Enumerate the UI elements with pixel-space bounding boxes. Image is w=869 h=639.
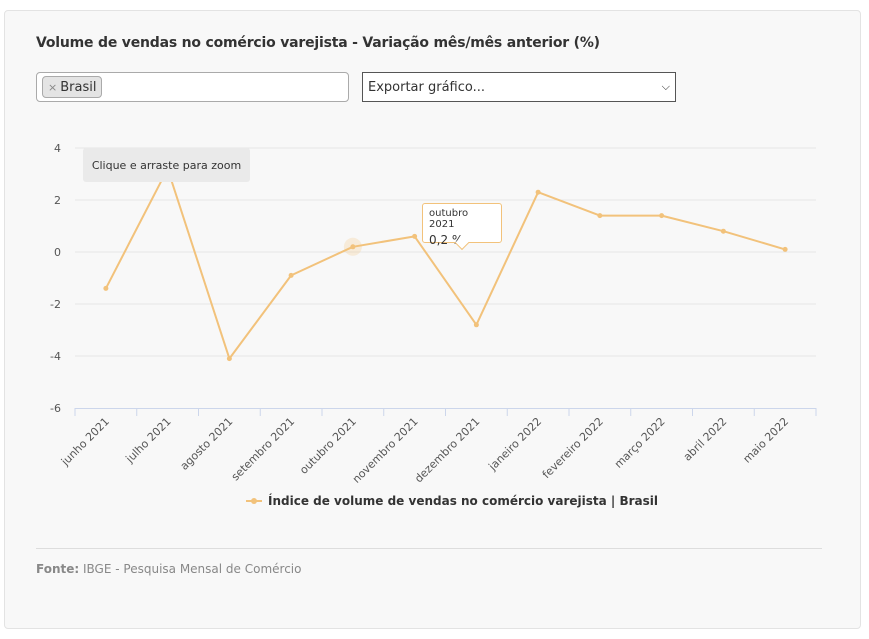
source-text: IBGE - Pesquisa Mensal de Comércio	[83, 562, 302, 576]
data-point	[720, 228, 726, 234]
region-chip-label: Brasil	[60, 79, 97, 95]
data-point	[782, 246, 788, 252]
tooltip-value: 0,2 %	[429, 233, 464, 247]
remove-chip-icon[interactable]: ×	[48, 80, 58, 94]
x-tick-label: fevereiro 2022	[540, 415, 606, 481]
x-tick-label: setembro 2021	[229, 415, 297, 483]
y-tick-label: -4	[50, 350, 61, 363]
source-note: Fonte: IBGE - Pesquisa Mensal de Comérci…	[36, 562, 301, 576]
data-point	[412, 233, 418, 239]
x-tick-label: agosto 2021	[178, 415, 236, 473]
legend-line-marker	[246, 498, 262, 504]
data-point	[597, 213, 603, 219]
series-line	[104, 167, 786, 360]
data-point	[350, 244, 356, 250]
tooltip-category: outubro 2021	[429, 208, 469, 230]
data-point	[473, 322, 479, 328]
data-point	[103, 285, 109, 291]
x-tick-label: julho 2021	[123, 415, 174, 466]
footer-divider	[36, 548, 822, 549]
x-tick-label: abril 2022	[681, 415, 730, 464]
data-point	[288, 272, 294, 278]
region-chip: × Brasil	[42, 76, 103, 98]
export-select-value: Exportar gráfico...	[368, 79, 486, 95]
x-tick-label: dezembro 2021	[412, 415, 482, 485]
data-point	[535, 189, 541, 195]
x-tick-label: janeiro 2022	[485, 415, 544, 474]
export-chart-select[interactable]: Exportar gráfico... ⌵	[362, 72, 676, 102]
y-tick-label: 2	[54, 194, 61, 207]
zoom-hint: Clique e arraste para zoom	[83, 148, 250, 182]
y-tick-label: -6	[50, 402, 61, 415]
data-point	[226, 356, 232, 362]
data-point	[659, 213, 665, 219]
x-tick-label: maio 2022	[741, 415, 792, 466]
x-tick-label: novembro 2021	[350, 415, 421, 486]
region-multiselect[interactable]: × Brasil	[36, 72, 349, 102]
chart-card	[4, 10, 861, 629]
x-tick-label: março 2022	[612, 415, 668, 471]
x-tick-label: outubro 2021	[297, 415, 359, 477]
source-prefix: Fonte:	[36, 562, 80, 576]
legend-label: Índice de volume de vendas no comércio v…	[268, 494, 658, 508]
chart-legend[interactable]: Índice de volume de vendas no comércio v…	[246, 494, 658, 508]
x-tick-label: junho 2021	[58, 415, 112, 469]
y-tick-label: 4	[54, 142, 61, 155]
chart-title: Volume de vendas no comércio varejista -…	[36, 35, 600, 51]
y-tick-label: -2	[50, 298, 61, 311]
chevron-down-icon: ⌵	[661, 80, 670, 93]
y-tick-label: 0	[54, 246, 61, 259]
data-tooltip: outubro 2021 0,2 %	[422, 203, 502, 247]
